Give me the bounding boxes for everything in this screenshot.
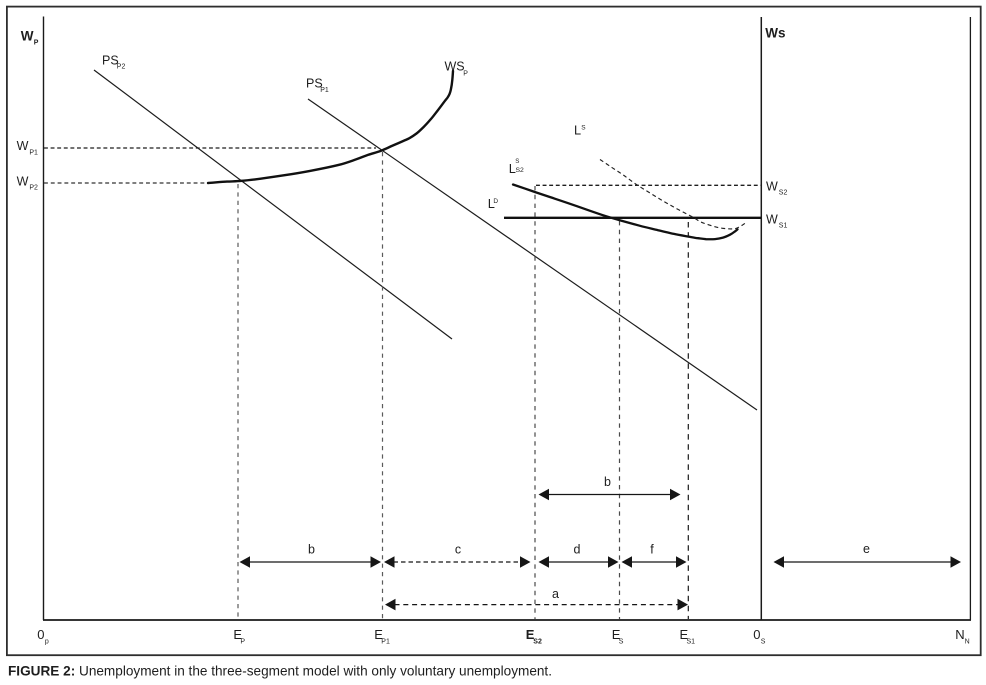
svg-text:L: L — [574, 122, 581, 137]
svg-text:FIGURE 2: Unemployment in the: FIGURE 2: Unemployment in the three-segm… — [8, 663, 552, 678]
svg-text:L: L — [488, 196, 495, 211]
svg-text:S: S — [761, 639, 766, 646]
svg-text:S: S — [619, 639, 624, 646]
svg-text:E: E — [526, 627, 535, 642]
svg-text:d: d — [574, 543, 581, 557]
svg-text:0: 0 — [753, 627, 760, 642]
svg-text:S1: S1 — [687, 639, 696, 646]
svg-text:E: E — [374, 627, 383, 642]
svg-text:P: P — [463, 70, 468, 77]
svg-text:S1: S1 — [779, 223, 788, 230]
svg-text:Ws: Ws — [765, 26, 785, 41]
svg-text:E: E — [680, 627, 689, 642]
svg-text:L: L — [509, 161, 516, 176]
svg-text:E: E — [233, 627, 242, 642]
svg-text:W: W — [766, 180, 778, 194]
svg-text:a: a — [552, 587, 559, 601]
svg-text:P1: P1 — [29, 150, 38, 157]
svg-text:P: P — [34, 40, 39, 47]
svg-text:S: S — [515, 158, 519, 165]
svg-text:P1: P1 — [320, 87, 329, 94]
svg-text:W: W — [766, 213, 778, 227]
svg-text:c: c — [455, 543, 461, 557]
svg-text:WS: WS — [445, 60, 465, 74]
svg-text:b: b — [308, 543, 315, 557]
svg-text:S2: S2 — [779, 190, 788, 197]
svg-text:PS: PS — [306, 76, 323, 90]
svg-text:N: N — [965, 639, 970, 646]
svg-text:W: W — [17, 175, 29, 189]
svg-text:D: D — [493, 198, 498, 205]
svg-text:p: p — [45, 639, 49, 646]
svg-text:PS: PS — [102, 53, 119, 67]
svg-text:P2: P2 — [29, 185, 38, 192]
svg-text:b: b — [604, 475, 611, 489]
svg-text:e: e — [863, 542, 870, 556]
svg-text:P: P — [240, 639, 245, 646]
svg-text:S2: S2 — [533, 639, 542, 646]
svg-text:W: W — [21, 29, 34, 44]
svg-text:E: E — [612, 627, 621, 642]
svg-text:f: f — [650, 543, 654, 557]
svg-text:P1: P1 — [381, 639, 390, 646]
svg-text:0: 0 — [37, 627, 44, 642]
svg-text:S2: S2 — [516, 167, 525, 174]
svg-text:N: N — [955, 627, 964, 642]
svg-text:P2: P2 — [117, 63, 126, 70]
svg-text:W: W — [17, 139, 29, 153]
svg-text:S: S — [581, 124, 586, 131]
